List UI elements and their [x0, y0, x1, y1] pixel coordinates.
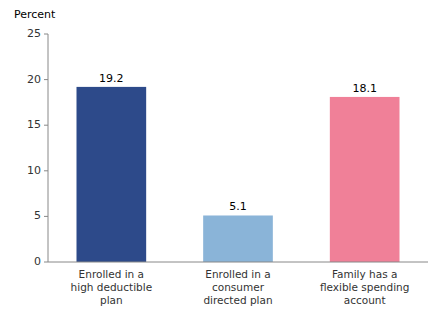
y-axis-label: Percent — [14, 8, 56, 21]
y-tick-label: 10 — [27, 164, 41, 177]
bars — [77, 87, 400, 262]
data-label: 18.1 — [352, 82, 377, 95]
x-tick-label: Enrolled in ahigh deductibleplan — [71, 268, 153, 306]
y-axis-line — [48, 34, 49, 262]
y-tick-label: 25 — [27, 27, 41, 40]
x-axis-line — [48, 262, 428, 263]
y-tick — [44, 262, 48, 263]
y-tick — [44, 216, 48, 217]
y-tick — [44, 125, 48, 126]
y-tick-label: 0 — [34, 255, 41, 268]
y-tick-label: 15 — [27, 118, 41, 131]
bar — [203, 215, 273, 262]
chart-container: 0 5 10 15 20 25 Enrolled in ahigh deductiblepl… — [0, 0, 440, 324]
y-tick-label: 20 — [27, 73, 41, 86]
y-tick — [44, 170, 48, 171]
bar — [330, 97, 400, 262]
data-label: 19.2 — [99, 72, 124, 85]
y-tick — [44, 34, 48, 35]
chart: 0 5 10 15 20 25 Enrolled in ahigh deductiblepl… — [0, 0, 440, 324]
x-tick-label: Family has aflexible spendingaccount — [320, 268, 410, 306]
x-tick-label: Enrolled in aconsumerdirected plan — [203, 268, 272, 306]
y-tick-label: 5 — [34, 209, 41, 222]
bar — [77, 87, 147, 262]
data-label: 5.1 — [229, 200, 247, 213]
y-tick — [44, 79, 48, 80]
